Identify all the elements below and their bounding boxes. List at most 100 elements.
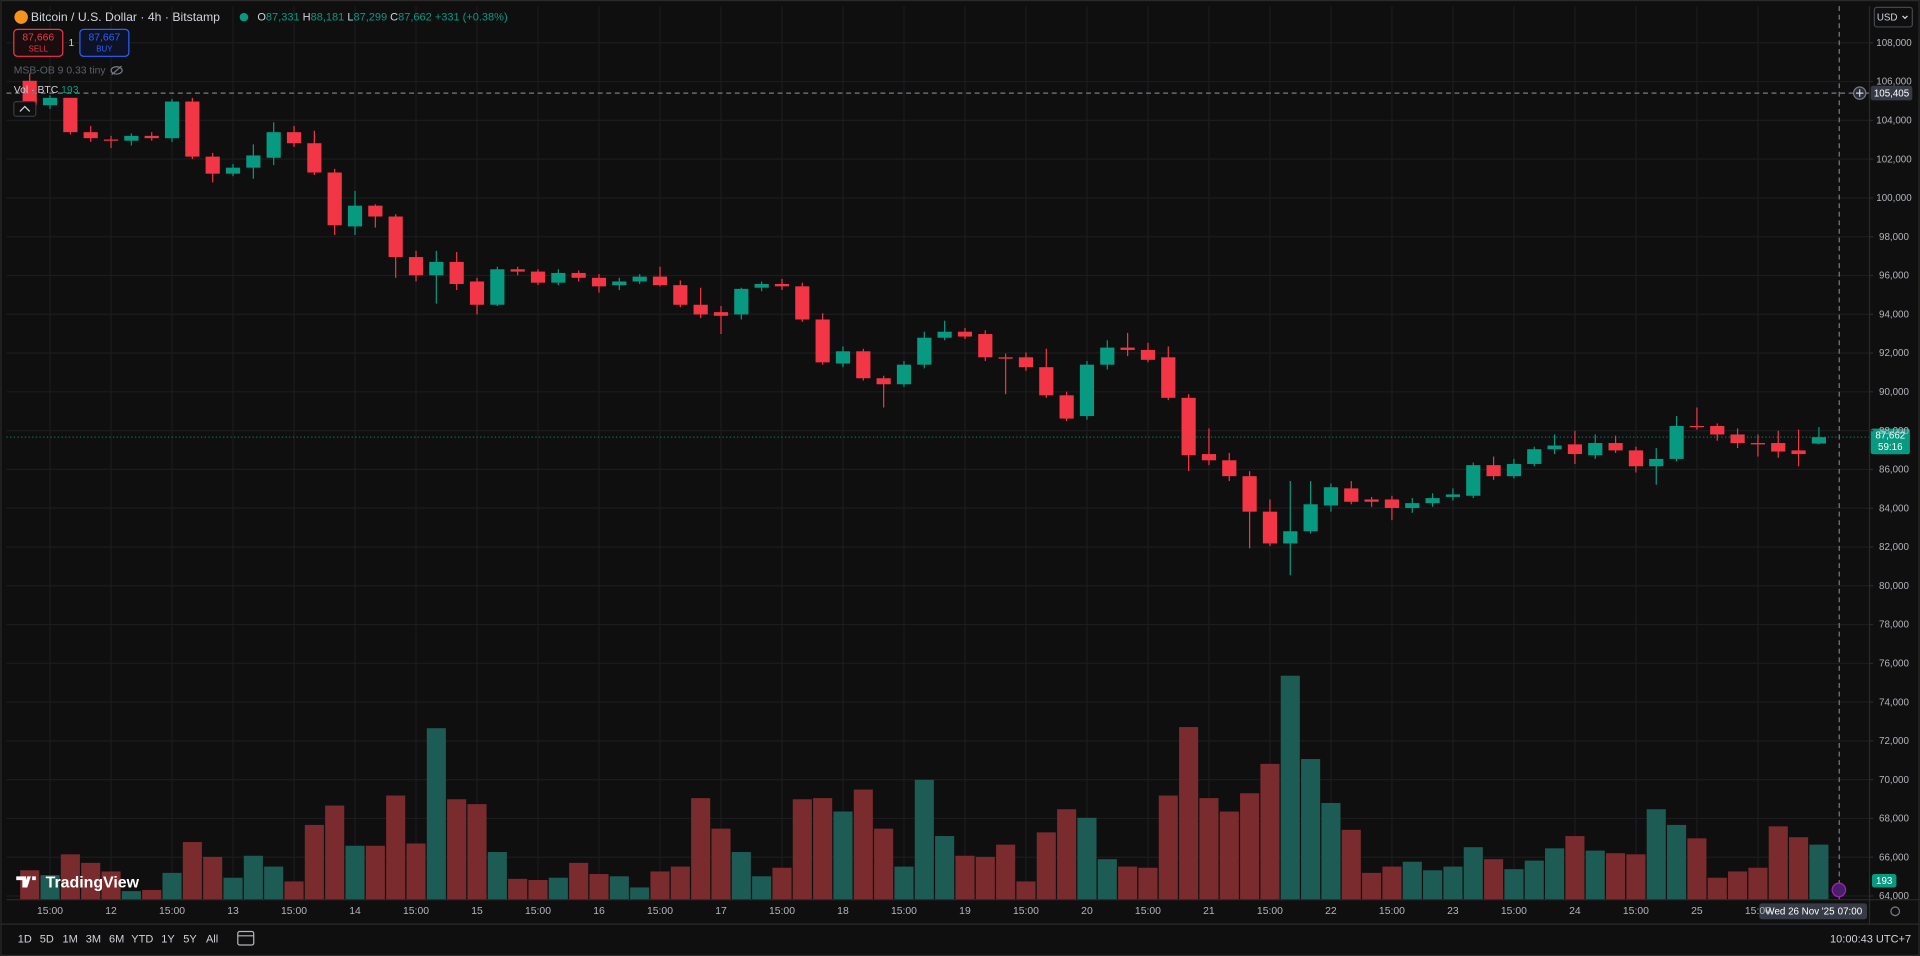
volume-bar — [569, 862, 589, 900]
x-tick-label: 15 — [471, 906, 483, 917]
range-button[interactable]: All — [206, 933, 218, 945]
ohlc-values: O87,331 H88,181 L87,299 C87,662 +331 (+0… — [257, 12, 507, 24]
symbol-title[interactable]: Bitcoin / U.S. Dollar · 4h · Bitstamp — [31, 10, 220, 24]
eye-outline[interactable] — [110, 66, 123, 75]
volume-bar — [345, 845, 365, 900]
y-tick-label: 104,000 — [1876, 116, 1912, 127]
candle-body — [917, 337, 932, 365]
candle-body — [307, 143, 322, 173]
buy-price[interactable]: 87,667 — [88, 33, 120, 44]
clock[interactable]: 10:00:43 UTC+7 — [1830, 933, 1911, 945]
x-tick-label: 15:00 — [769, 906, 795, 917]
indicator-legend[interactable]: MSB-OB 9 0.33 tiny — [14, 66, 107, 77]
y-tick-label: 70,000 — [1879, 775, 1909, 786]
y-tick-label: 94,000 — [1879, 309, 1909, 320]
date-range-button[interactable] — [237, 930, 255, 946]
last-price-tag — [1870, 428, 1910, 455]
candle-body — [1079, 364, 1095, 417]
volume-bar — [1097, 859, 1117, 900]
x-tick-label: 15:00 — [525, 906, 551, 917]
range-toolbar: 1D 5D 1M 3M 6M YTD 1Y 5Y All — [18, 933, 218, 945]
volume-bar — [589, 874, 609, 900]
volume-bar — [203, 856, 223, 900]
x-tick-label: 15:00 — [891, 906, 917, 917]
volume-bar — [1362, 872, 1382, 900]
candle-body — [1120, 347, 1135, 350]
x-tick-label: 15:00 — [1257, 906, 1283, 917]
volume-bar — [1077, 817, 1097, 900]
collapse-button[interactable] — [13, 100, 37, 117]
market-status[interactable] — [239, 12, 249, 22]
currency-chevron[interactable] — [1902, 15, 1908, 20]
x-tick-label: 23 — [1447, 906, 1459, 917]
candle-body — [754, 284, 769, 288]
calendar-icon[interactable] — [237, 930, 255, 946]
add-alert-plus[interactable] — [1856, 89, 1864, 97]
candle-body — [449, 261, 464, 285]
collapse-box[interactable] — [13, 100, 37, 117]
volume-bar — [731, 852, 751, 900]
range-button[interactable]: 1M — [62, 933, 77, 945]
candle-body — [1283, 531, 1298, 544]
settings-icon[interactable] — [1890, 906, 1901, 917]
volume-bar — [1809, 844, 1829, 900]
y-tick-label: 96,000 — [1879, 271, 1909, 282]
candle-body — [1323, 487, 1339, 506]
volume-legend[interactable]: Vol · BTC 193 — [14, 85, 79, 96]
volume-bar — [1341, 829, 1361, 900]
visibility-icon[interactable] — [110, 65, 123, 76]
ohlc-value: 87,331 — [266, 12, 300, 24]
volume-bar — [1138, 867, 1158, 900]
candle-body — [551, 272, 566, 283]
candle-body — [1405, 503, 1420, 508]
range-button[interactable]: 1Y — [161, 933, 175, 945]
volume-bar — [223, 877, 243, 900]
range-button[interactable]: YTD — [131, 933, 153, 945]
volume-bar — [650, 871, 670, 900]
candle-body — [632, 276, 647, 282]
eye-slash[interactable] — [111, 65, 122, 76]
x-tick-label: 12 — [105, 906, 117, 917]
range-button[interactable]: 5Y — [183, 933, 197, 945]
volume-bar — [1565, 836, 1585, 900]
x-tick-label: 15:00 — [1745, 906, 1771, 917]
candle-body — [205, 156, 220, 174]
currency-label[interactable]: USD — [1877, 12, 1898, 23]
candle-body — [1140, 349, 1156, 360]
candle-body — [1242, 476, 1257, 512]
currency-box[interactable] — [1873, 6, 1913, 28]
x-tick-label: 20 — [1081, 906, 1093, 917]
volume-legend-title: Vol · BTC — [14, 85, 59, 96]
last-price-label: 87,662 — [1875, 431, 1905, 442]
sell-box[interactable] — [13, 28, 64, 57]
y-tick-label: 108,000 — [1876, 38, 1912, 49]
buy-box[interactable] — [79, 28, 130, 57]
buy-label[interactable]: BUY — [96, 45, 113, 54]
volume-bar — [548, 877, 568, 900]
candle-body — [1039, 367, 1054, 396]
volume-bar — [1524, 860, 1544, 900]
candle-body — [612, 281, 627, 286]
candle-body — [1262, 511, 1278, 544]
ohlc-key: L — [347, 12, 353, 24]
quantity[interactable]: 1 — [69, 38, 74, 49]
x-tick-label: 18 — [837, 906, 849, 917]
buy-button[interactable]: 87,667 BUY — [79, 28, 130, 57]
range-button[interactable]: 5D — [40, 933, 54, 945]
sell-button[interactable]: 87,666 SELL — [13, 28, 64, 57]
candle-body — [63, 97, 78, 133]
volume-bar — [711, 828, 731, 900]
range-button[interactable]: 3M — [86, 933, 101, 945]
sell-price[interactable]: 87,666 — [22, 33, 54, 44]
candle-body — [83, 132, 98, 139]
sell-label[interactable]: SELL — [29, 45, 49, 54]
collapse-chevron[interactable] — [19, 105, 31, 112]
candle-body — [266, 132, 281, 158]
currency-button[interactable]: USD — [1873, 6, 1913, 28]
range-button[interactable]: 6M — [109, 933, 124, 945]
volume-bar — [182, 842, 202, 900]
range-button[interactable]: 1D — [18, 933, 32, 945]
